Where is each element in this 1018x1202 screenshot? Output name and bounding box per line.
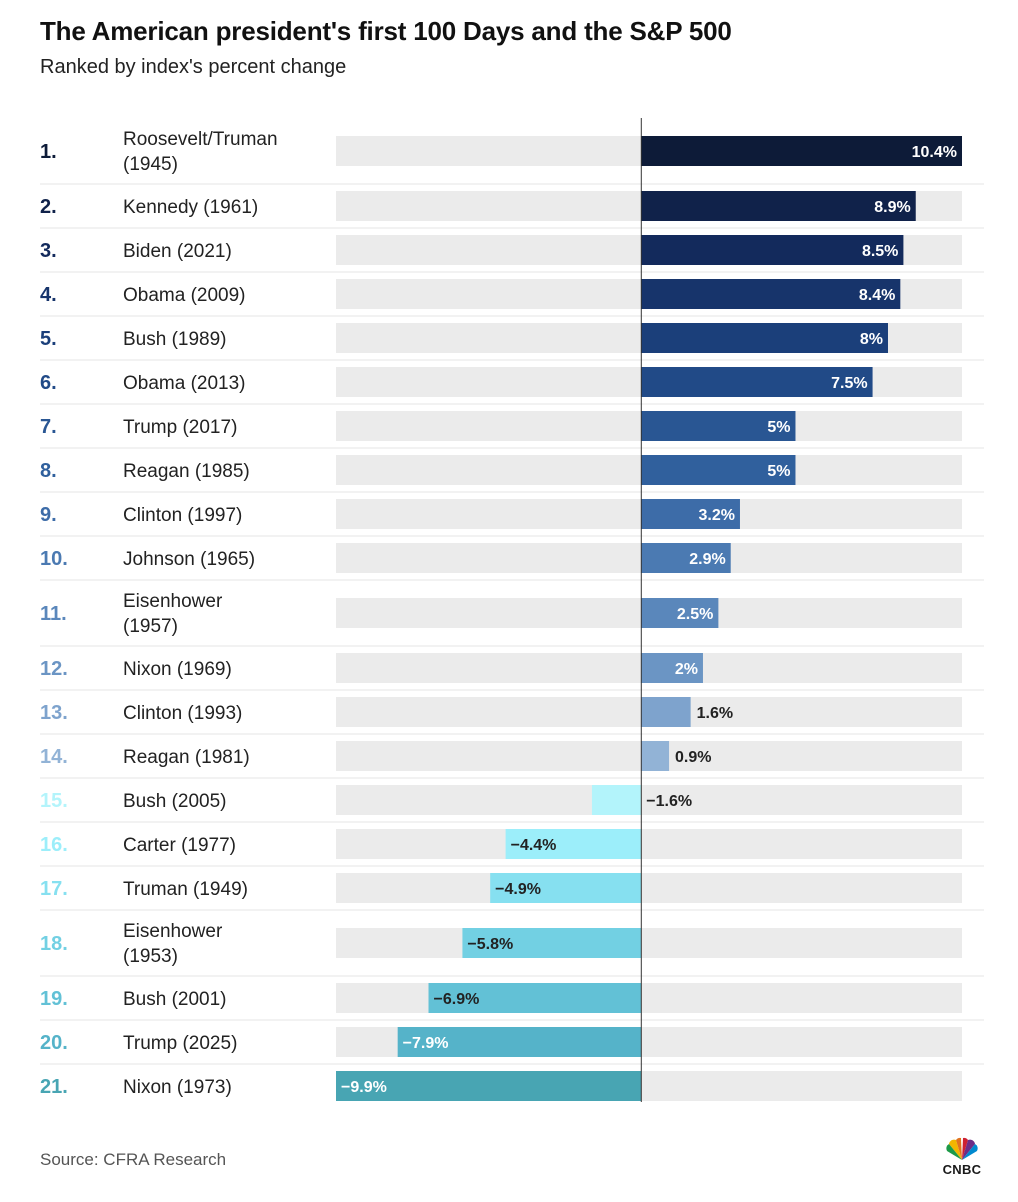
president-label: Nixon (1973) (123, 1077, 232, 1098)
rank-label: 12. (40, 658, 68, 680)
rank-label: 17. (40, 878, 68, 900)
value-label: −1.6% (646, 793, 692, 810)
bar (641, 741, 670, 771)
bar (591, 785, 642, 815)
rank-label: 15. (40, 790, 68, 812)
president-label: Eisenhower (123, 921, 223, 942)
chart-subtitle: Ranked by index's percent change (40, 56, 347, 78)
president-label: Trump (2017) (123, 417, 237, 438)
value-label: 2.5% (677, 606, 713, 623)
president-label: Bush (2005) (123, 791, 227, 812)
value-label: 10.4% (912, 144, 957, 161)
bar (641, 279, 901, 309)
logo-text: CNBC (942, 1162, 982, 1177)
bar-track (336, 873, 962, 903)
bar (641, 136, 962, 166)
rank-label: 5. (40, 328, 57, 350)
bar (397, 1027, 642, 1057)
bar (336, 1071, 642, 1101)
bar (641, 455, 796, 485)
president-label: Johnson (1965) (123, 549, 255, 570)
bar-track (336, 829, 962, 859)
president-label: Obama (2009) (123, 285, 246, 306)
value-label: 8% (860, 331, 883, 348)
value-label: 2% (675, 661, 698, 678)
president-label: Clinton (1993) (123, 703, 242, 724)
rank-label: 1. (40, 141, 57, 163)
president-label: (1957) (123, 616, 178, 637)
president-label: Kennedy (1961) (123, 197, 258, 218)
rank-label: 6. (40, 372, 57, 394)
bar (490, 873, 642, 903)
rank-label: 3. (40, 240, 57, 262)
president-label: Reagan (1985) (123, 461, 250, 482)
value-label: −4.4% (511, 837, 557, 854)
value-label: −9.9% (341, 1079, 387, 1096)
bar-track (336, 928, 962, 958)
bar (641, 235, 904, 265)
value-label: 5% (767, 463, 790, 480)
bar (428, 983, 642, 1013)
value-label: −4.9% (495, 881, 541, 898)
value-label: 8.5% (862, 243, 898, 260)
president-label: Bush (2001) (123, 989, 227, 1010)
president-label: (1945) (123, 154, 178, 175)
bar-chart: 1. Roosevelt/Truman (1945) 10.4% 2. Kennedy (… (40, 118, 984, 1102)
bar (641, 598, 719, 628)
president-label: Roosevelt/Truman (123, 129, 278, 150)
president-label: Obama (2013) (123, 373, 246, 394)
value-label: 7.5% (831, 375, 867, 392)
rank-label: 14. (40, 746, 68, 768)
president-label: Truman (1949) (123, 879, 248, 900)
rank-label: 7. (40, 416, 57, 438)
bar (462, 928, 642, 958)
value-label: −6.9% (434, 991, 480, 1008)
cnbc-logo: CNBC (934, 1136, 990, 1182)
bar (641, 543, 731, 573)
president-label: (1953) (123, 946, 178, 967)
rank-label: 2. (40, 196, 57, 218)
rank-label: 18. (40, 933, 68, 955)
value-label: −7.9% (403, 1035, 449, 1052)
rank-label: 9. (40, 504, 57, 526)
bar (641, 653, 703, 683)
rank-label: 19. (40, 988, 68, 1010)
bar (641, 367, 873, 397)
bar (641, 191, 916, 221)
rank-label: 8. (40, 460, 57, 482)
president-label: Biden (2021) (123, 241, 232, 262)
rank-label: 11. (40, 603, 67, 625)
value-label: 0.9% (675, 749, 711, 766)
bar (641, 499, 740, 529)
rank-label: 4. (40, 284, 57, 306)
rank-label: 16. (40, 834, 68, 856)
rank-label: 10. (40, 548, 68, 570)
value-label: 2.9% (689, 551, 725, 568)
rank-label: 21. (40, 1076, 68, 1098)
chart-title: The American president's first 100 Days … (40, 16, 732, 46)
value-label: 3.2% (699, 507, 735, 524)
rank-label: 13. (40, 702, 68, 724)
value-label: −5.8% (467, 936, 513, 953)
value-label: 8.4% (859, 287, 895, 304)
president-label: Bush (1989) (123, 329, 227, 350)
value-label: 8.9% (874, 199, 910, 216)
president-label: Nixon (1969) (123, 659, 232, 680)
rank-label: 20. (40, 1032, 68, 1054)
president-label: Trump (2025) (123, 1033, 237, 1054)
source-note: Source: CFRA Research (40, 1150, 227, 1169)
bar (641, 697, 691, 727)
peacock-icon (946, 1137, 978, 1160)
value-label: 1.6% (697, 705, 733, 722)
bar (641, 411, 796, 441)
president-label: Clinton (1997) (123, 505, 242, 526)
president-label: Carter (1977) (123, 835, 236, 856)
bar (505, 829, 642, 859)
president-label: Reagan (1981) (123, 747, 250, 768)
bar (641, 323, 888, 353)
value-label: 5% (767, 419, 790, 436)
bar-track (336, 785, 962, 815)
president-label: Eisenhower (123, 591, 223, 612)
